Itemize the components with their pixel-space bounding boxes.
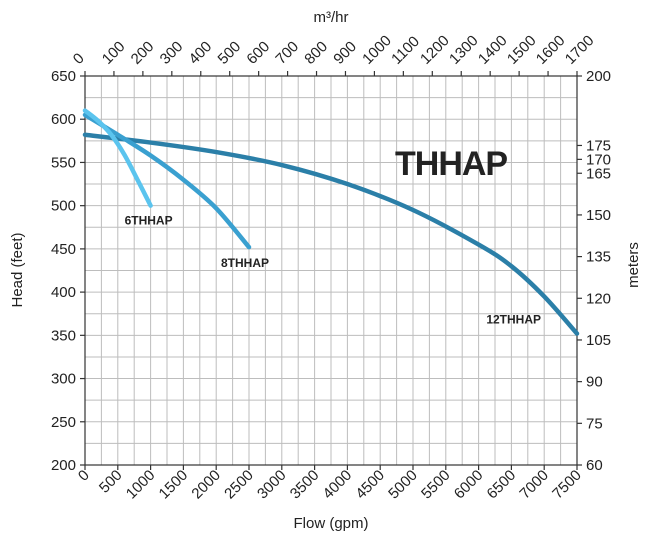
x2-tick-label: 1200 xyxy=(417,32,453,68)
x-tick-label: 4000 xyxy=(320,467,356,503)
y2-tick-label: 120 xyxy=(586,290,611,307)
x2-tick-label: 400 xyxy=(186,38,216,68)
y-tick-label: 250 xyxy=(51,414,76,431)
x2-tick-label: 1700 xyxy=(562,32,598,68)
x-tick-label: 2500 xyxy=(221,467,257,503)
x2-tick-label: 1500 xyxy=(504,32,540,68)
x-tick-label: 2000 xyxy=(188,467,224,503)
y2-tick-label: 165 xyxy=(586,165,611,182)
x-tick-label: 3000 xyxy=(254,467,290,503)
chart-title: THHAP xyxy=(395,145,507,183)
series-lines: 6THHAP 8THHAP 12THHAP xyxy=(82,108,580,336)
x-axis-title: Flow (gpm) xyxy=(293,515,368,532)
series-line-6thhap xyxy=(82,108,153,208)
x-tick-label: 1000 xyxy=(123,467,159,503)
x-tick-label: 1500 xyxy=(156,467,192,503)
y2-tick-label: 105 xyxy=(586,332,611,349)
x-tick-label: 500 xyxy=(96,467,126,497)
y-tick-label: 650 xyxy=(51,68,76,85)
x-tick-label: 5500 xyxy=(418,467,454,503)
x2-tick-label: 100 xyxy=(99,38,129,68)
y2-tick-label: 170 xyxy=(586,151,611,168)
y-tick-label: 300 xyxy=(51,371,76,388)
x2-tick-label: 0 xyxy=(70,50,88,68)
x-tick-label: 7000 xyxy=(516,467,552,503)
y2-tick-label: 175 xyxy=(586,137,611,154)
series-label-8thhap: 8THHAP xyxy=(221,256,269,270)
y-tick-label: 450 xyxy=(51,241,76,258)
y-tick-label: 550 xyxy=(51,154,76,171)
x-tick-label: 6000 xyxy=(451,467,487,503)
x2-tick-label: 300 xyxy=(157,38,187,68)
series-line-12thhap xyxy=(82,132,580,336)
x2-tick-label: 1100 xyxy=(388,33,423,68)
y-tick-label: 200 xyxy=(51,457,76,474)
x2-tick-label: 600 xyxy=(243,38,273,68)
y-tick-label: 600 xyxy=(51,111,76,128)
x2-tick-label: 200 xyxy=(128,38,158,68)
x2-tick-label: 1000 xyxy=(359,32,395,68)
x2-tick-label: 700 xyxy=(272,38,302,68)
y-tick-label: 350 xyxy=(51,327,76,344)
y2-tick-label: 60 xyxy=(586,457,603,474)
x2-tick-label: 1300 xyxy=(446,32,482,68)
y-tick-label: 400 xyxy=(51,284,76,301)
x-tick-label: 6500 xyxy=(484,467,520,503)
y2-axis-title: meters xyxy=(625,242,642,288)
y2-tick-label: 200 xyxy=(586,68,611,85)
x-tick-label: 4500 xyxy=(352,467,388,503)
x-tick-label: 5000 xyxy=(385,467,421,503)
y2-tick-label: 90 xyxy=(586,374,603,391)
x2-tick-label: 900 xyxy=(330,38,360,68)
x-tick-label: 3500 xyxy=(287,467,323,503)
x2-tick-label: 1400 xyxy=(475,32,511,68)
plot-frame xyxy=(84,75,578,466)
series-label-12thhap: 12THHAP xyxy=(486,313,541,327)
y2-tick-label: 150 xyxy=(586,207,611,224)
x-tick-label: 0 xyxy=(75,467,93,485)
x2-tick-label: 500 xyxy=(215,38,245,68)
y-tick-label: 500 xyxy=(51,198,76,215)
grid-lines xyxy=(85,76,577,465)
y2-tick-label: 135 xyxy=(586,249,611,266)
y2-tick-label: 75 xyxy=(586,415,603,432)
series-label-6thhap: 6THHAP xyxy=(125,214,173,228)
x2-axis-title: m³/hr xyxy=(314,9,349,26)
x2-tick-label: 1600 xyxy=(533,32,569,68)
y-axis-title: Head (feet) xyxy=(9,232,26,307)
x2-tick-label: 800 xyxy=(301,38,331,68)
series-line-8thhap xyxy=(82,112,252,250)
x-tick-label: 7500 xyxy=(549,467,585,503)
